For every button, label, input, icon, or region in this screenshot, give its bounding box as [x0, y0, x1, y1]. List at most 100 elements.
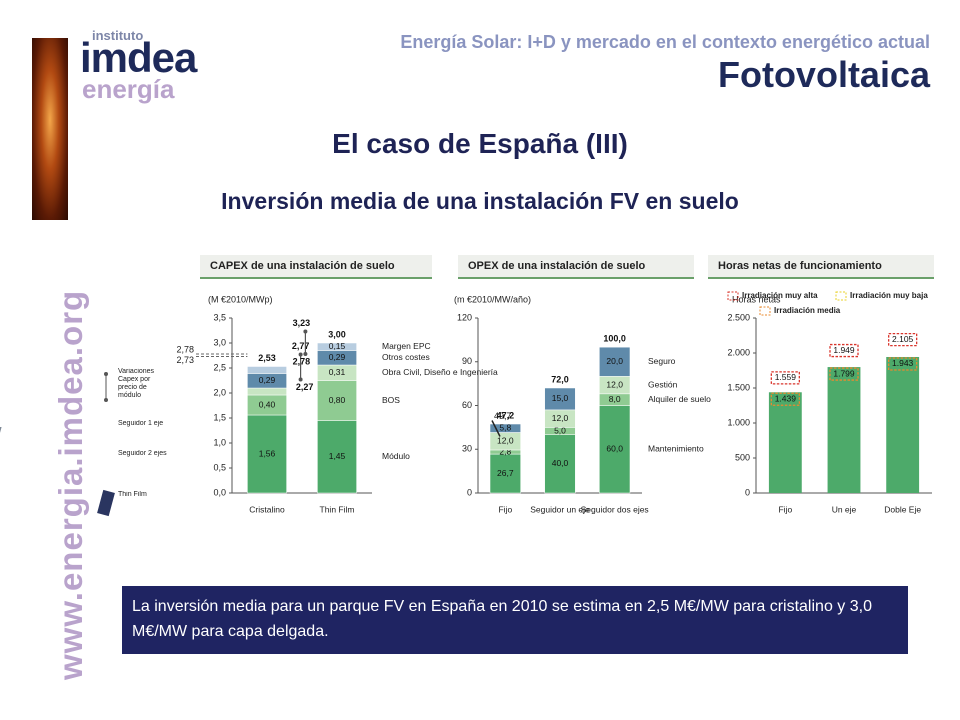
total-label: 72,0: [551, 374, 569, 384]
value-label: 0,29: [329, 352, 346, 362]
side-legend-icon: [0, 427, 2, 436]
annotation-label: 2,78: [293, 356, 311, 366]
legend-swatch: [835, 291, 847, 301]
y-tick-label: 1.500: [727, 382, 750, 392]
bar-segment: [544, 387, 576, 411]
value-label: 2,8: [499, 446, 511, 456]
value-label: 15,0: [552, 393, 569, 403]
bar-segment: [247, 387, 287, 396]
x-tick-label: Seguidor un eje: [530, 504, 590, 514]
legend-label: Irradiación muy alta: [742, 291, 818, 300]
x-tick-label: Fijo: [778, 504, 792, 514]
annotation-label: 2,27: [296, 382, 314, 392]
annotation-label: 2,77: [292, 341, 310, 351]
y-axis-label: (m €2010/MW/año): [454, 294, 531, 304]
legend-label: Obra Civil, Diseño e Ingeniería: [382, 367, 498, 377]
side-image: [32, 38, 68, 220]
range-end: [303, 329, 308, 334]
value-label: 0,31: [329, 367, 346, 377]
legend-label: Alquiler de suelo: [648, 394, 711, 404]
value-label: 8,0: [609, 394, 621, 404]
side-legend-label: Variaciones Capex por precio de módulo: [118, 368, 155, 399]
bar-segment: [544, 434, 576, 494]
value-label: 1,56: [259, 448, 276, 458]
y-tick-label: 1,0: [213, 437, 226, 447]
charts: CAPEX de una instalación de suelo (M €201…: [0, 255, 934, 517]
value-label: 1.799: [833, 368, 855, 378]
bar-segment: [317, 342, 357, 351]
side-legend-icon: [104, 398, 108, 402]
side-legend-label: Seguidor 2 ejes: [118, 450, 167, 457]
value-label: 0,29: [259, 375, 276, 385]
x-tick-label: Un eje: [832, 504, 857, 514]
subheading: Inversión media de una instalación FV en…: [221, 188, 739, 214]
logo-main: imdea: [80, 34, 197, 81]
range-end: [298, 377, 303, 382]
annotation-label: 49,7: [494, 411, 512, 421]
value-label: 1.949: [833, 345, 855, 355]
bar: [886, 356, 920, 493]
annotation-label: 2,73: [176, 355, 194, 365]
legend-swatch: [727, 291, 739, 301]
value-label: 1.439: [775, 394, 797, 404]
side-legend-item: Seguidor 1 eje: [118, 420, 164, 427]
value-label: 12,0: [606, 379, 623, 389]
title-bar: [200, 255, 432, 277]
marker-box: [888, 332, 918, 347]
y-tick-label: 3,0: [213, 337, 226, 347]
legend-label: Gestión: [648, 379, 678, 389]
legend-swatch: [759, 306, 771, 316]
x-tick-label: Cristalino: [249, 504, 285, 514]
x-tick-label: Fijo: [498, 504, 512, 514]
value-label: 5,8: [499, 423, 511, 433]
y-tick-label: 2.000: [727, 347, 750, 357]
title: Fotovoltaica: [717, 54, 930, 95]
range-end: [303, 352, 308, 356]
y-tick-label: 1.000: [727, 417, 750, 427]
side-legend-item: Variaciones Capex por precio de módulo: [118, 368, 155, 399]
value-label: 1.943: [892, 358, 914, 368]
value-label: 0,40: [259, 399, 276, 409]
y-tick-label: 60: [462, 400, 472, 410]
y-tick-label: 30: [462, 444, 472, 454]
marker-box: [888, 357, 918, 371]
y-tick-label: 500: [735, 452, 750, 462]
value-label: 26,7: [497, 468, 514, 478]
y-axis-label: Horas netas: [732, 294, 781, 304]
annotation-label: 3,23: [293, 318, 311, 328]
legend-label: BOS: [382, 395, 400, 405]
y-tick-label: 2.500: [727, 312, 750, 322]
total-label: 100,0: [603, 334, 626, 344]
value-label: 2.105: [892, 334, 914, 344]
heading: El caso de España (III): [332, 128, 628, 159]
marker-box: [829, 367, 859, 381]
value-label: 12,0: [552, 413, 569, 423]
y-tick-label: 0: [745, 487, 750, 497]
legend-label: Otros costes: [382, 352, 430, 362]
value-label: 1.559: [775, 372, 797, 382]
title-bar: [458, 255, 694, 277]
x-tick-label: Seguidor dos ejes: [581, 504, 649, 514]
legend-label: Mantenimiento: [648, 444, 704, 454]
bar-segment: [317, 420, 357, 494]
bar-segment: [247, 366, 287, 374]
logo-bottom: energía: [82, 74, 175, 104]
side-legend-label: Seguidor 1 eje: [118, 420, 164, 427]
marker-box: [770, 371, 800, 385]
side-legend-item: Thin Film: [118, 491, 147, 498]
y-tick-label: 120: [457, 312, 472, 322]
y-tick-label: 0: [467, 487, 472, 497]
bar-segment: [599, 405, 631, 494]
value-label: 1,45: [329, 451, 346, 461]
y-tick-label: 0,0: [213, 487, 226, 497]
legend-label: Seguro: [648, 356, 676, 366]
value-label: 12,0: [497, 435, 514, 445]
footer-text: La inversión media para un parque FV en …: [132, 598, 872, 640]
legend-label: Irradiación muy baja: [850, 291, 928, 300]
y-tick-label: 2,5: [213, 362, 226, 372]
legend-label: Margen EPC: [382, 341, 431, 351]
subtitle: Energía Solar: I+D y mercado en el conte…: [400, 32, 930, 52]
y-tick-label: 0,5: [213, 462, 226, 472]
side-legend-icon: [104, 372, 108, 376]
